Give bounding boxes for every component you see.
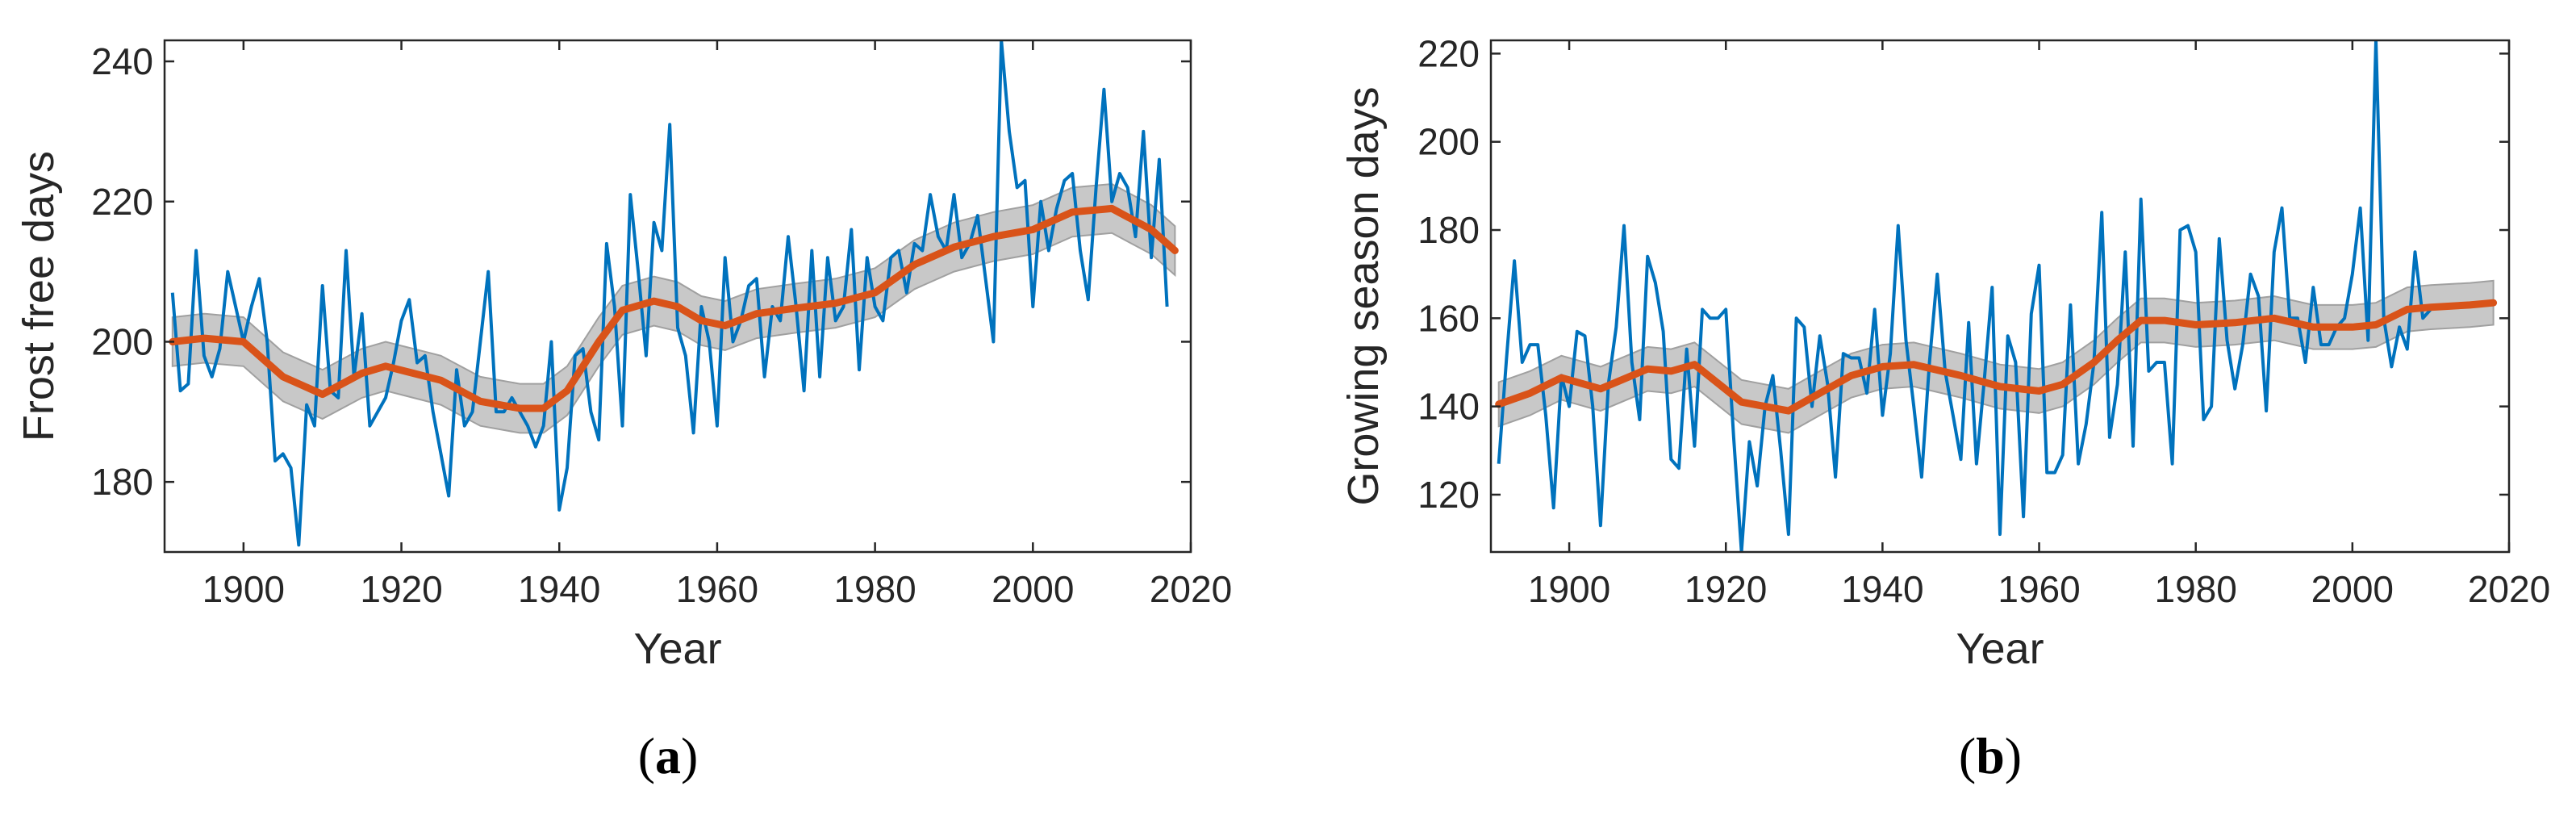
panel-a-x-axis-label: Year (633, 625, 721, 673)
panel-b-x-tick-label: 1920 (1685, 568, 1767, 610)
panel-b-axes-box (1489, 39, 2511, 554)
panel-a-x-tick-label: 1920 (360, 568, 442, 610)
panel-a-x-tick-label: 1960 (676, 568, 758, 610)
panel-a-y-axis-label: Frost free days (15, 151, 63, 441)
panel-b-x-tick-label: 1940 (1841, 568, 1923, 610)
panel-a-axes-box (163, 39, 1192, 554)
panel-a-label: (a) (638, 727, 699, 784)
panel-b-y-ticks: 120 140 160 180 200 220 (1417, 32, 2509, 516)
panel-b-y-axis-label: Growing season days (1339, 86, 1388, 505)
panel-b-y-tick-label: 120 (1417, 474, 1480, 516)
panel-b-x-tick-label: 1980 (2155, 568, 2237, 610)
panel-b-y-tick-label: 200 (1417, 121, 1480, 163)
panel-b-y-tick-label: 140 (1417, 386, 1480, 428)
panel-a-x-tick-label: 1900 (202, 568, 285, 610)
panel-a-chart: 1900 1920 1940 1960 1980 2000 2020 180 200 220 24… (15, 39, 1232, 784)
panel-a-y-tick-label: 220 (91, 181, 153, 223)
panel-b-smooth-series (1495, 299, 2498, 415)
panel-b-x-axis-label: Year (1956, 625, 2044, 673)
panel-a-smooth-line (169, 204, 1179, 412)
panel-b-label: (b) (1959, 727, 2022, 784)
panel-b-x-tick-label: 1960 (1998, 568, 2080, 610)
panel-a-raw-series (170, 40, 1169, 547)
panel-b-letter: b (1976, 727, 2005, 784)
panel-b-y-tick-label: 220 (1417, 32, 1480, 74)
panel-b-raw-series (1497, 40, 2432, 552)
panel-b-axes (1489, 39, 2511, 554)
panel-a-x-ticks: 1900 1920 1940 1960 1980 2000 2020 (202, 40, 1232, 610)
panel-a-y-tick-label: 180 (91, 461, 153, 503)
panel-a-x-tick-label: 2020 (1150, 568, 1232, 610)
panel-a-x-tick-label: 1980 (833, 568, 916, 610)
panel-a-y-tick-label: 240 (91, 40, 153, 82)
panel-a-x-tick-label: 1940 (518, 568, 600, 610)
panel-b-smooth-line (1495, 299, 2498, 415)
panel-b-x-tick-label: 1900 (1528, 568, 1610, 610)
panel-a-y-tick-label: 200 (91, 320, 153, 362)
panel-b-y-tick-label: 160 (1417, 297, 1480, 339)
panel-b-x-ticks: 1900 1920 1940 1960 1980 2000 2020 (1528, 40, 2550, 610)
panel-b-x-tick-label: 2000 (2311, 568, 2394, 610)
panel-b-raw-line (1497, 40, 2432, 552)
panel-b-chart: 1900 1920 1940 1960 1980 2000 2020 120 140 160 18… (1339, 32, 2550, 784)
panel-a-axes (163, 39, 1192, 554)
panel-a-x-tick-label: 2000 (992, 568, 1074, 610)
panel-a-raw-line (170, 40, 1169, 547)
panel-a-letter: a (655, 727, 681, 784)
panel-b-y-tick-label: 180 (1417, 209, 1480, 251)
panel-b-x-tick-label: 2020 (2468, 568, 2550, 610)
panel-a-y-ticks: 180 200 220 240 (91, 40, 1191, 503)
panel-a-smooth-series (169, 204, 1179, 412)
